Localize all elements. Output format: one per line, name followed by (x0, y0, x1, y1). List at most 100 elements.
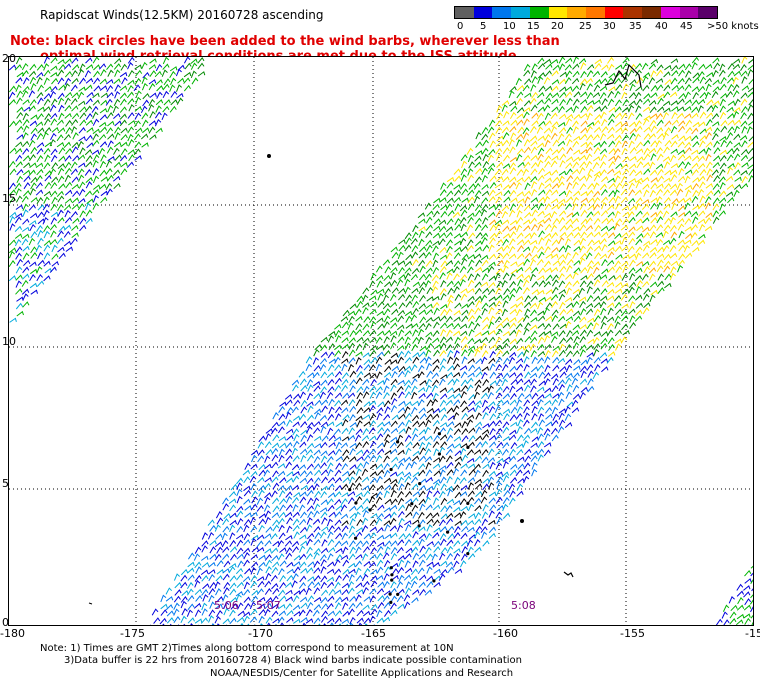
wind-barb (15, 84, 22, 92)
wind-barb (285, 547, 293, 555)
wind-barb (699, 168, 707, 176)
legend-swatch (660, 7, 680, 18)
wind-barb (411, 287, 419, 294)
wind-barb (28, 90, 36, 98)
wind-barb (292, 524, 300, 532)
wind-barb (691, 134, 699, 142)
wind-barb (370, 513, 378, 519)
wind-barb (551, 398, 559, 406)
wind-barb (586, 364, 594, 371)
wind-barb (452, 356, 460, 365)
wind-barb (656, 153, 664, 161)
wind-barb (107, 140, 114, 148)
wind-barb (71, 141, 79, 148)
wind-barb (425, 356, 432, 364)
wind-barb (741, 76, 748, 84)
wind-barb (573, 149, 581, 155)
wind-barb (335, 623, 343, 630)
wind-barb (488, 296, 497, 302)
wind-barb (517, 345, 525, 352)
wind-barb (272, 561, 280, 568)
wind-barb (292, 573, 299, 581)
wind-barb (531, 267, 539, 274)
wind-barb (685, 126, 693, 134)
wind-barb (750, 604, 757, 613)
wind-barb (725, 90, 734, 98)
wind-barb (446, 407, 454, 414)
wind-barb (243, 559, 250, 567)
wind-barb (390, 580, 397, 589)
wind-barb (522, 434, 531, 441)
wind-barb (671, 106, 679, 112)
wind-barb (684, 84, 692, 91)
wind-barb (229, 582, 237, 590)
wind-barb (600, 77, 608, 85)
wind-barb (56, 237, 64, 245)
wind-barb (607, 232, 616, 239)
wind-barb (293, 561, 301, 567)
wind-barb (355, 442, 362, 449)
wind-barb (340, 316, 349, 322)
wind-barb (51, 126, 59, 133)
wind-barb (187, 588, 194, 596)
wind-barb (580, 78, 588, 85)
wind-barb (404, 267, 412, 274)
wind-barb (466, 266, 474, 274)
wind-barb (509, 86, 517, 93)
wind-barb (398, 287, 406, 294)
wind-barb (550, 253, 559, 259)
wind-barb (744, 578, 752, 584)
wind-barb (565, 364, 573, 373)
wind-barb (467, 490, 475, 497)
wind-barb (264, 516, 271, 525)
wind-barb (727, 119, 735, 126)
wind-barb (313, 348, 320, 357)
wind-barb (410, 580, 418, 589)
wind-barb (523, 204, 531, 212)
wind-barb (502, 120, 510, 126)
wind-barb (265, 428, 274, 434)
wind-barb (558, 63, 566, 71)
wind-barb (585, 77, 593, 85)
wind-barb (411, 476, 419, 484)
wind-barb (629, 169, 637, 176)
wind-barb (377, 379, 385, 386)
wind-barb (286, 609, 294, 616)
wind-barb (404, 260, 413, 267)
wind-barb (320, 425, 327, 434)
wind-barb (460, 257, 468, 266)
wind-barb (362, 378, 370, 386)
wind-barb (383, 427, 391, 435)
wind-barb (446, 218, 454, 226)
wind-barb (341, 407, 349, 414)
wind-barb (243, 532, 251, 541)
wind-barb (614, 321, 621, 329)
wind-barb (656, 119, 664, 127)
wind-barb (398, 400, 406, 407)
wind-barb (249, 601, 257, 610)
wind-barb (684, 239, 692, 245)
wind-barb (692, 140, 700, 148)
wind-barb (544, 183, 552, 189)
wind-barb (531, 180, 538, 189)
wind-barb (593, 141, 601, 148)
wind-barb (8, 160, 16, 168)
wind-barb (424, 251, 432, 259)
wind-barb (426, 524, 433, 532)
wind-barb (342, 476, 350, 483)
wind-barb (515, 329, 522, 337)
longitude-tick-label: -180 (0, 627, 25, 640)
wind-barb (523, 274, 531, 281)
wind-barb (433, 581, 441, 588)
wind-barb (363, 617, 371, 625)
contamination-circle (390, 573, 394, 577)
wind-barb (312, 497, 320, 505)
wind-barb (356, 589, 364, 595)
wind-barb (608, 148, 616, 155)
wind-barb (92, 168, 100, 176)
wind-barb (327, 335, 335, 343)
wind-barb (326, 371, 335, 378)
wind-barb (195, 595, 203, 602)
wind-barb (530, 366, 539, 373)
wind-barb (412, 352, 420, 358)
